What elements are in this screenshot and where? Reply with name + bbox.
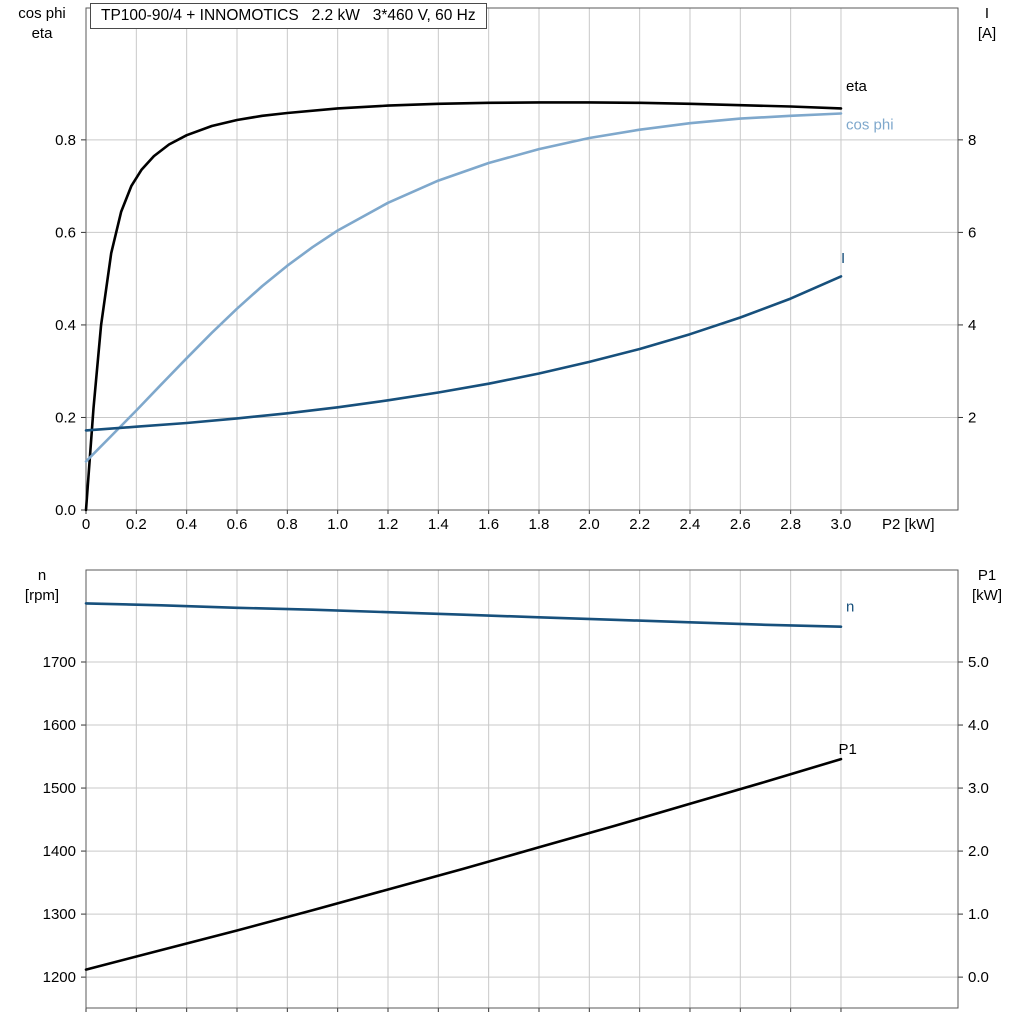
x-tick-label: 1.0	[327, 516, 348, 533]
n-curve-label: n	[846, 599, 854, 616]
I-curve	[84, 275, 843, 432]
x-tick-label: 0	[82, 516, 90, 533]
x-tick-label: 2.2	[629, 516, 650, 533]
eta-curve	[84, 101, 843, 512]
left-tick-label: 1200	[43, 969, 76, 986]
x-tick-label: 1.2	[378, 516, 399, 533]
P1-curve-label: P1	[838, 741, 856, 758]
right-tick-label: 1.0	[968, 906, 989, 923]
right-tick-label: 3.0	[968, 780, 989, 797]
axis-title-eta: eta	[31, 25, 53, 42]
bottom-chart-left-axis-title: n [rpm]	[2, 566, 82, 606]
left-tick-label: 1300	[43, 906, 76, 923]
I-curve-label: I	[841, 250, 845, 267]
chart-title: TP100-90/4 + INNOMOTICS 2.2 kW 3*460 V, …	[90, 3, 487, 29]
right-tick-label: 2.0	[968, 843, 989, 860]
top-chart-left-axis-title: cos phi eta	[2, 4, 82, 44]
x-tick-label: 0.8	[277, 516, 298, 533]
right-tick-label: 6	[968, 224, 976, 241]
x-tick-label: 0.2	[126, 516, 147, 533]
axis-title-current: I	[984, 5, 990, 22]
bottom-chart-right-axis-title: P1 [kW]	[954, 566, 1020, 606]
n-curve	[84, 602, 843, 628]
left-tick-label: 0.4	[55, 317, 76, 334]
left-tick-label: 1600	[43, 717, 76, 734]
x-tick-label: 2.4	[680, 516, 701, 533]
left-tick-label: 1700	[43, 654, 76, 671]
axis-title-input-power: P1	[977, 567, 997, 584]
x-tick-label: 2.0	[579, 516, 600, 533]
x-tick-label: 0.6	[227, 516, 248, 533]
left-tick-label: 1400	[43, 843, 76, 860]
axis-title-current-unit: [A]	[977, 25, 997, 42]
axis-title-speed: n	[37, 567, 47, 584]
right-tick-label: 5.0	[968, 654, 989, 671]
axis-title-input-power-unit: [kW]	[972, 587, 1002, 604]
right-tick-label: 8	[968, 132, 976, 149]
left-tick-label: 1500	[43, 780, 76, 797]
eta-curve-label: eta	[846, 78, 868, 95]
axis-title-cos-phi: cos phi	[18, 5, 66, 22]
top-plot-border	[85, 7, 959, 511]
right-tick-label: 4.0	[968, 717, 989, 734]
cos_phi-curve	[84, 112, 843, 463]
left-tick-label: 0.6	[55, 224, 76, 241]
top-chart-right-axis-title: I [A]	[954, 4, 1020, 44]
right-tick-label: 4	[968, 317, 976, 334]
cos_phi-curve-label: cos phi	[846, 117, 894, 134]
x-tick-label: 2.8	[780, 516, 801, 533]
left-tick-label: 0.0	[55, 502, 76, 519]
x-tick-label: 0.4	[176, 516, 197, 533]
right-tick-label: 2	[968, 409, 976, 426]
left-tick-label: 0.8	[55, 132, 76, 149]
x-axis-label: P2 [kW]	[882, 516, 935, 533]
x-tick-label: 3.0	[831, 516, 852, 533]
left-tick-label: 0.2	[55, 409, 76, 426]
P1-curve	[84, 757, 843, 971]
bottom-plot-border	[85, 569, 959, 1009]
axis-title-speed-unit: [rpm]	[24, 587, 60, 604]
bottom-chart-canvas: 1200 1300 1400 1500 1600 1700 0.0 1.0 2.0 3.0 4.0 5…	[43, 569, 989, 1012]
top-chart-canvas: 0 0.2 0.4 0.6 0.8 1.0 1.2 1.4 1.6 1.8 2.0 2.2 2.4 2.6…	[55, 7, 976, 533]
right-tick-label: 0.0	[968, 969, 989, 986]
x-tick-label: 1.8	[529, 516, 550, 533]
x-tick-label: 1.4	[428, 516, 449, 533]
x-tick-label: 2.6	[730, 516, 751, 533]
x-tick-label: 1.6	[478, 516, 499, 533]
